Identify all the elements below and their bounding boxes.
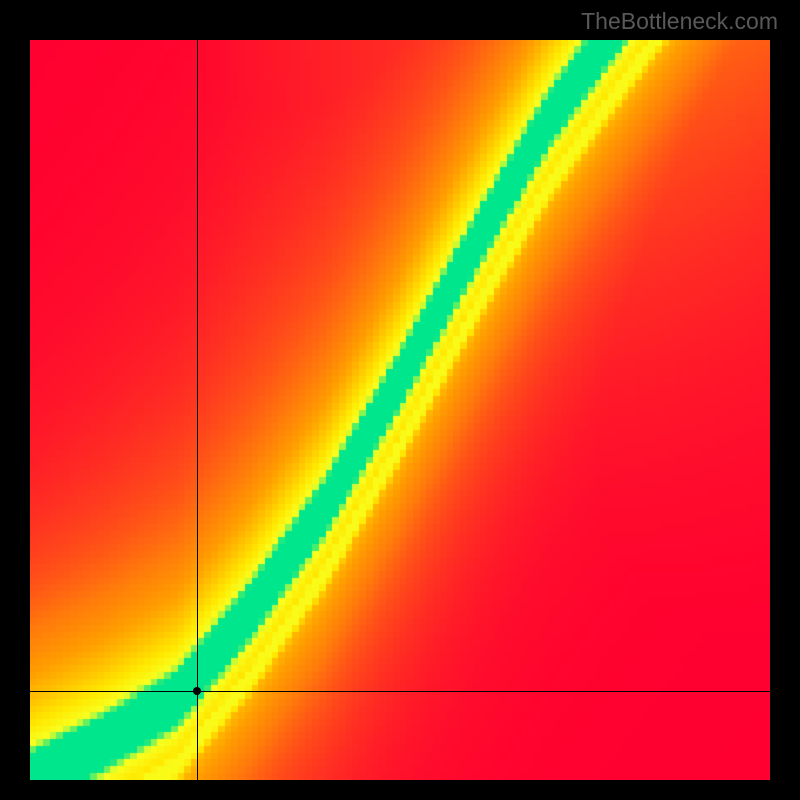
chart-frame: TheBottleneck.com — [0, 0, 800, 800]
watermark-text: TheBottleneck.com — [581, 8, 778, 35]
crosshair-marker — [193, 687, 201, 695]
heatmap-canvas — [30, 40, 770, 780]
heatmap-plot — [30, 40, 770, 780]
